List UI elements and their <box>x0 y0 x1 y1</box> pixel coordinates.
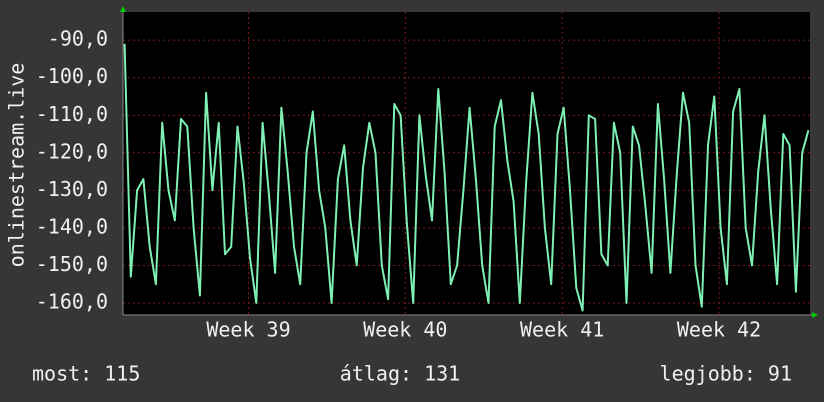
axis-arrow <box>120 6 126 12</box>
y-tick-label: -150,0 <box>36 252 108 276</box>
y-tick-label: -120,0 <box>36 139 108 163</box>
x-tick-label: Week 40 <box>363 318 447 342</box>
x-tick-label: Week 41 <box>520 318 604 342</box>
y-axis-label: onlinestream.live <box>5 63 29 268</box>
y-tick-label: -90,0 <box>48 27 108 51</box>
y-tick-label: -100,0 <box>36 64 108 88</box>
y-tick-label: -160,0 <box>36 289 108 313</box>
y-tick-label: -140,0 <box>36 214 108 238</box>
y-tick-label: -130,0 <box>36 177 108 201</box>
data-line <box>123 43 810 312</box>
x-tick-label: Week 42 <box>677 318 761 342</box>
grid <box>123 12 810 315</box>
y-tick-label: -110,0 <box>36 102 108 126</box>
axis-arrow <box>812 312 818 318</box>
footer-average: átlag: 131 <box>340 362 460 386</box>
x-tick-label: Week 39 <box>206 318 290 342</box>
footer-current: most: 115 <box>32 362 140 386</box>
footer-best: legjobb: 91 <box>660 362 792 386</box>
